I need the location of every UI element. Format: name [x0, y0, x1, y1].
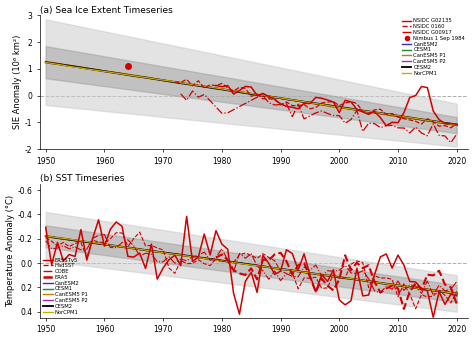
Text: (a) Sea Ice Extent Timeseries: (a) Sea Ice Extent Timeseries [40, 5, 173, 15]
Legend: NSIDC G02135, NSIDC 0160, NSIDC G00917, Nimbus 1 Sep 1984, CanESM2, CESM1, CanES: NSIDC G02135, NSIDC 0160, NSIDC G00917, … [401, 18, 466, 76]
Y-axis label: SIE Anomaly (10⁶ km²): SIE Anomaly (10⁶ km²) [13, 35, 22, 130]
Text: (b) SST Timeseries: (b) SST Timeseries [40, 174, 124, 183]
Point [124, 64, 132, 69]
Legend: ERSSTv5, HadSST, COBE, ERA5, CanESM2, CESM1, CanESM5 P1, CanESM5 P2, CESM2, NorC: ERSSTv5, HadSST, COBE, ERA5, CanESM2, CE… [43, 257, 88, 315]
Y-axis label: Temperature Anomaly (°C): Temperature Anomaly (°C) [6, 195, 15, 307]
